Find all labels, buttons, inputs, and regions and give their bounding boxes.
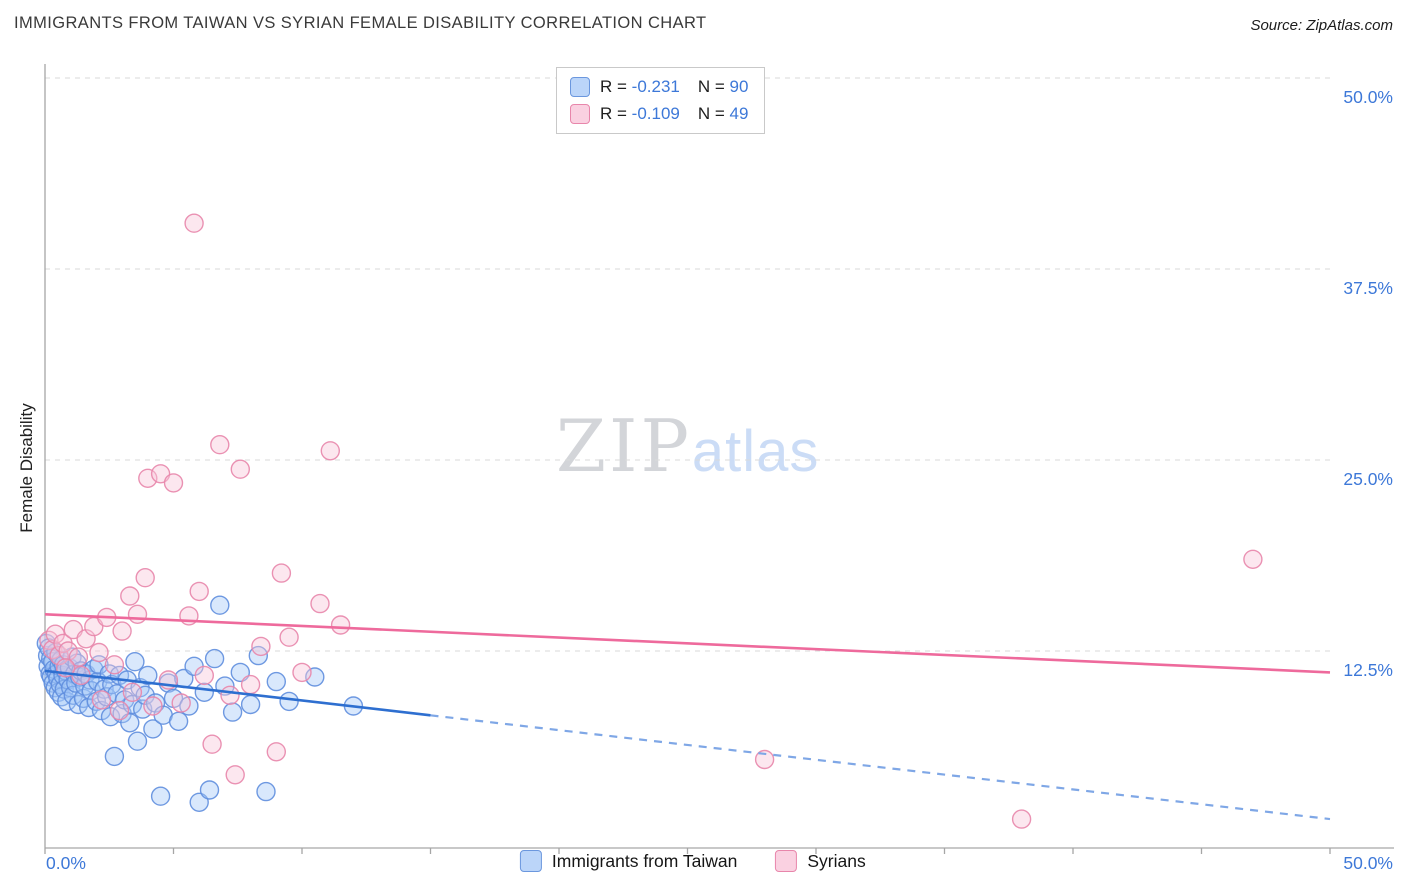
scatter-point-syrians	[58, 641, 78, 661]
scatter-point-syrians	[240, 674, 261, 695]
syrians-swatch-icon	[570, 104, 590, 124]
n-label: N =	[697, 104, 725, 123]
legend-label-taiwan: Immigrants from Taiwan	[551, 850, 738, 871]
scatter-point-syrians	[109, 700, 130, 721]
scatter-point-taiwan	[143, 719, 163, 739]
syrians-swatch-icon	[775, 850, 798, 872]
scatter-point-syrians	[202, 734, 222, 754]
trendline-syrians	[44, 613, 1331, 674]
scatter-point-syrians	[279, 627, 299, 647]
x-tick-label: 0.0%	[46, 853, 86, 873]
scatter-point-syrians	[230, 459, 251, 479]
scatter-point-syrians	[127, 604, 148, 624]
scatter-point-syrians	[220, 685, 240, 705]
scatter-point-taiwan	[204, 648, 225, 669]
y-tick-label: 12.5%	[1343, 660, 1393, 680]
scatter-point-syrians	[184, 213, 204, 233]
legend-label-syrians: Syrians	[807, 850, 866, 871]
syrians-stats-text: R = -0.109 N = 49	[600, 104, 748, 124]
scatter-point-syrians	[266, 742, 286, 762]
scatter-point-taiwan	[150, 786, 171, 806]
scatter-point-syrians	[143, 696, 163, 716]
scatter-point-syrians	[310, 593, 330, 614]
r-label: R =	[600, 77, 627, 96]
scatter-point-taiwan	[240, 694, 261, 715]
scatter-point-syrians	[210, 435, 230, 455]
scatter-point-syrians	[194, 665, 215, 686]
stats-row-taiwan: R = -0.231 N = 90	[570, 77, 748, 97]
scatter-point-taiwan	[189, 792, 209, 812]
scatter-point-syrians	[120, 586, 140, 606]
legend-item-syrians: Syrians	[775, 850, 866, 872]
watermark-atlas: atlas	[691, 419, 820, 484]
scatter-point-taiwan	[179, 696, 199, 716]
scatter-point-syrians	[292, 662, 312, 683]
scatter-point-taiwan	[222, 702, 243, 722]
r-value: -0.109	[631, 104, 680, 123]
scatter-point-syrians	[271, 563, 292, 583]
scatter-point-syrians	[330, 615, 351, 635]
taiwan-swatch-icon	[570, 77, 590, 97]
stats-row-syrians: R = -0.109 N = 49	[570, 104, 748, 124]
scatter-point-taiwan	[138, 665, 158, 686]
legend-item-taiwan: Immigrants from Taiwan	[519, 850, 738, 872]
stats-legend: R = -0.231 N = 90 R = -0.109 N = 49	[556, 67, 766, 134]
n-label: N =	[697, 77, 725, 96]
scatter-point-syrians	[189, 581, 209, 602]
chart-legend: Immigrants from Taiwan Syrians	[519, 850, 866, 872]
scatter-point-syrians	[225, 765, 245, 785]
n-value: 90	[729, 77, 749, 96]
trendline-taiwan-dashed	[430, 714, 1331, 821]
scatter-point-syrians	[122, 682, 143, 702]
x-tick-label: 50.0%	[1343, 853, 1393, 873]
r-label: R =	[600, 104, 627, 123]
taiwan-swatch-icon	[519, 850, 542, 872]
page-title: IMMIGRANTS FROM TAIWAN VS SYRIAN FEMALE …	[14, 14, 707, 32]
scatter-point-taiwan	[199, 780, 220, 800]
y-tick-label: 50.0%	[1343, 87, 1393, 107]
scatter-point-syrians	[1243, 549, 1263, 569]
scatter-point-taiwan	[279, 691, 299, 712]
scatter-point-syrians	[49, 645, 69, 666]
scatter-point-syrians	[135, 568, 155, 588]
scatter-point-syrians	[320, 441, 340, 461]
watermark: ZIP atlas	[556, 404, 819, 488]
y-tick-label: 37.5%	[1343, 278, 1393, 298]
source-link[interactable]: Source: ZipAtlas.com	[1250, 17, 1393, 34]
scatter-point-taiwan	[104, 746, 125, 767]
scatter-point-syrians	[91, 690, 112, 710]
scatter-point-taiwan	[168, 711, 189, 731]
taiwan-stats-text: R = -0.231 N = 90	[600, 77, 748, 97]
scatter-point-syrians	[163, 473, 184, 493]
scatter-point-syrians	[104, 655, 125, 675]
r-value: -0.231	[631, 77, 680, 96]
scatter-point-syrians	[89, 642, 109, 663]
scatter-point-taiwan	[194, 682, 215, 702]
scatter-point-taiwan	[127, 731, 148, 751]
scatter-point-taiwan	[210, 595, 230, 615]
trendline-taiwan-solid	[44, 669, 431, 717]
scatter-point-taiwan	[125, 652, 145, 672]
scatter-point-taiwan	[266, 671, 286, 692]
scatter-point-syrians	[171, 693, 191, 713]
scatter-point-syrians	[1011, 809, 1032, 829]
scatter-point-taiwan	[256, 781, 276, 802]
watermark-zip: ZIP	[556, 404, 692, 488]
scatter-point-syrians	[112, 621, 132, 641]
scatter-point-syrians	[251, 636, 271, 657]
y-tick-label: 25.0%	[1343, 469, 1393, 489]
scatter-point-syrians	[754, 749, 775, 770]
n-value: 49	[729, 104, 749, 123]
